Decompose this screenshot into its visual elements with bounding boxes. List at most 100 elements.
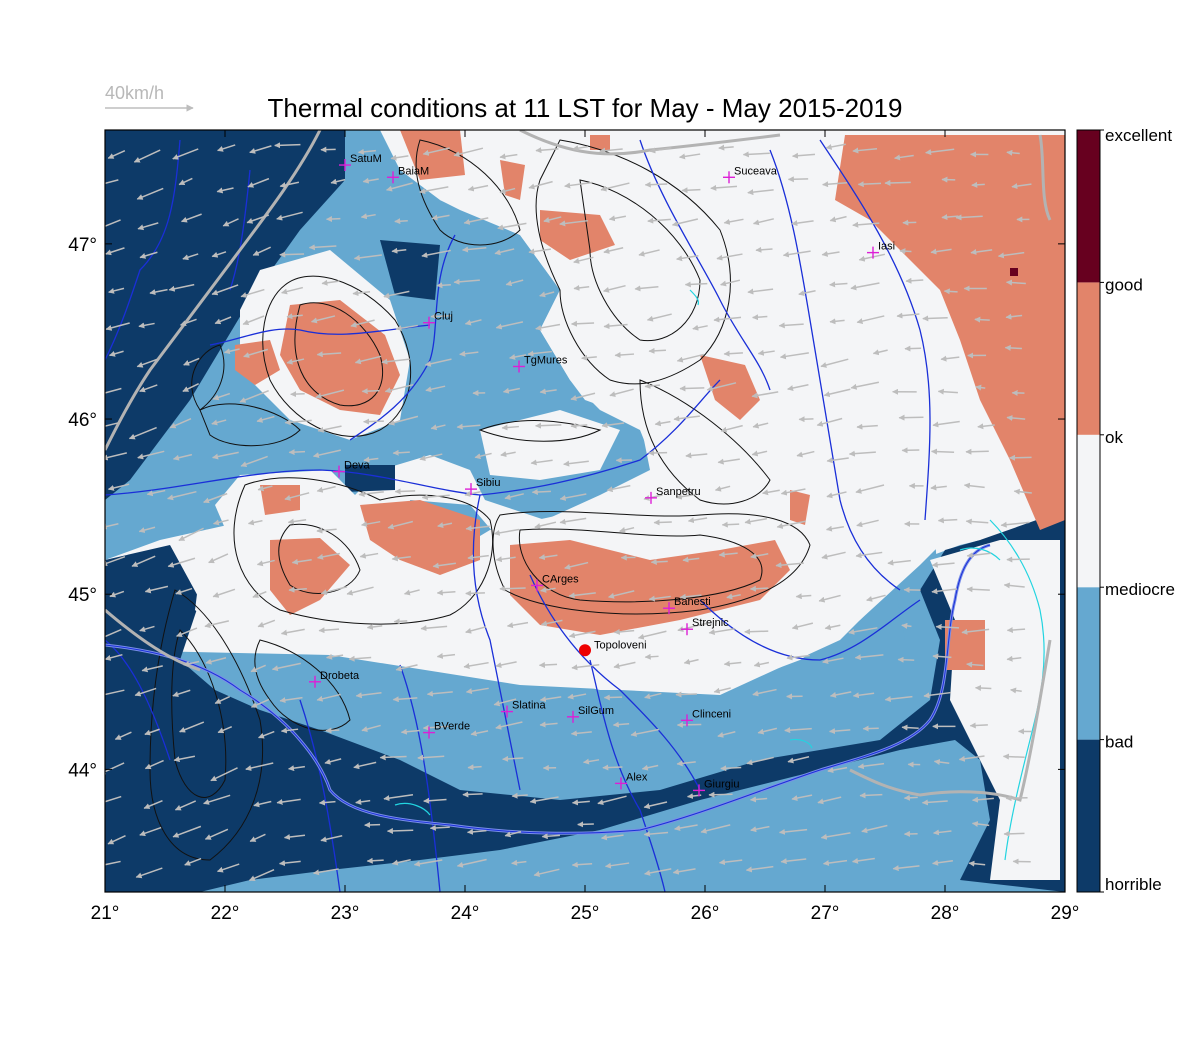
wind-arrow — [829, 691, 852, 698]
wind-arrow — [326, 653, 344, 660]
wind-arrow — [791, 622, 814, 630]
wind-arrow — [676, 760, 696, 767]
wind-arrow — [395, 664, 418, 672]
wind-arrow — [493, 528, 520, 536]
wind-arrow — [146, 489, 166, 497]
wind-arrow — [901, 622, 912, 629]
wind-arrow — [144, 728, 160, 736]
wind-arrow — [539, 291, 555, 298]
wind-arrow — [786, 654, 810, 661]
wind-arrow — [257, 619, 276, 628]
wind-arrow — [710, 184, 738, 191]
wind-arrow — [971, 821, 990, 827]
wind-arrow — [105, 219, 121, 228]
wind-arrow — [105, 322, 130, 331]
wind-arrow — [683, 658, 699, 665]
colorbar-label: bad — [1105, 733, 1133, 752]
wind-arrow — [559, 219, 588, 227]
wind-arrow — [348, 655, 372, 662]
wind-arrow — [650, 558, 668, 565]
wind-arrow — [417, 754, 445, 761]
wind-arrow — [603, 323, 628, 330]
city-label: Cluj — [434, 311, 453, 323]
wind-arrow — [280, 628, 305, 636]
city-marker: SatuM — [339, 153, 382, 172]
wind-arrow — [922, 315, 948, 322]
wind-arrow — [250, 698, 270, 708]
wind-arrow — [429, 824, 450, 831]
wind-arrow — [424, 358, 452, 367]
wind-arrow — [509, 354, 527, 360]
wind-arrow — [716, 253, 743, 261]
wind-arrow — [105, 452, 127, 461]
wind-arrow — [141, 665, 163, 673]
wind-arrow — [284, 492, 310, 501]
wind-arrow — [105, 179, 119, 185]
colorbar-label: good — [1105, 275, 1143, 294]
wind-arrow — [179, 721, 205, 733]
colorbar-label: excellent — [1105, 126, 1172, 145]
wind-arrow — [791, 220, 814, 227]
wind-arrow — [131, 555, 156, 567]
wind-arrow — [216, 187, 234, 194]
wind-arrow — [436, 653, 456, 659]
wind-arrow — [641, 764, 659, 771]
wind-arrow — [286, 313, 303, 320]
wind-arrow — [679, 153, 701, 160]
wind-arrow — [708, 628, 736, 636]
wind-arrow — [363, 456, 379, 463]
wind-arrow — [386, 827, 414, 834]
wind-arrow — [470, 730, 489, 737]
wind-arrow — [856, 315, 885, 324]
wind-arrow — [612, 721, 630, 728]
wind-arrow — [360, 213, 376, 220]
wind-arrow — [644, 692, 662, 700]
wind-arrow — [279, 251, 305, 258]
wind-arrow — [540, 586, 556, 593]
wind-arrow — [182, 383, 199, 393]
wind-arrow — [826, 457, 849, 464]
colorbar-labels: excellent good ok mediocre bad horrible — [1100, 126, 1175, 894]
wind-arrow — [168, 283, 195, 292]
wind-arrow — [692, 324, 708, 331]
wind-arrow — [421, 494, 450, 501]
wind-arrow — [676, 721, 702, 728]
wind-arrow — [820, 358, 849, 368]
wind-arrow — [240, 455, 268, 468]
city-markers: SatuM BaiaM Suceava Iasi Cluj TgMures Deva Sibi… — [309, 153, 895, 797]
wind-arrow — [176, 627, 198, 637]
wind-arrow — [859, 792, 883, 799]
x-tick-label: 22° — [211, 903, 240, 924]
city-marker: Banesti — [663, 596, 711, 615]
wind-arrow — [894, 154, 914, 161]
wind-arrow — [958, 755, 985, 762]
wind-arrow — [278, 860, 301, 867]
wind-arrow — [173, 755, 196, 763]
wind-arrow — [139, 384, 158, 393]
wind-arrow — [383, 794, 414, 802]
wind-arrow — [358, 491, 384, 498]
map-panel: SatuM BaiaM Suceava Iasi Cluj TgMures Deva Sibi… — [105, 130, 1065, 892]
colorbar-band — [1077, 434, 1100, 588]
wind-arrow — [564, 181, 593, 189]
wind-arrow — [109, 590, 125, 598]
wind-arrow — [256, 415, 275, 423]
wind-arrow — [400, 728, 420, 735]
wind-arrow — [212, 392, 231, 401]
wind-arrow — [848, 627, 878, 635]
city-label: Alex — [626, 771, 648, 783]
wind-arrow — [700, 824, 731, 834]
wind-arrow — [533, 868, 560, 877]
wind-arrow — [178, 177, 193, 186]
wind-arrow — [892, 865, 920, 872]
wind-arrow — [211, 251, 227, 258]
wind-arrow — [135, 867, 163, 879]
wind-arrow — [494, 248, 515, 256]
wind-arrow — [940, 355, 960, 362]
wind-arrow — [825, 143, 846, 150]
wind-arrow — [362, 177, 379, 184]
wind-arrow — [463, 217, 489, 225]
wind-arrow — [570, 422, 588, 429]
wind-arrow — [1006, 414, 1026, 421]
